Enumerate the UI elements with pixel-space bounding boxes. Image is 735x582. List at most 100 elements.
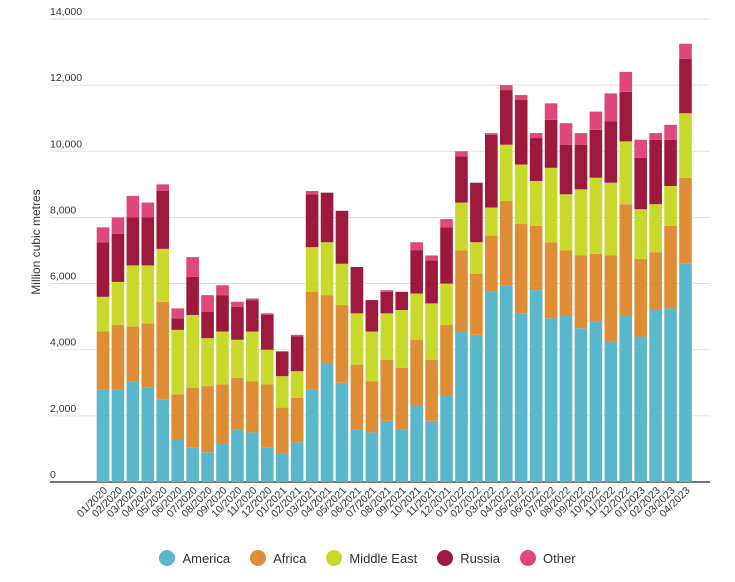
bar-segment-africa: [425, 359, 438, 421]
bar-segment-middle-east: [485, 207, 498, 236]
bar-segment-other: [260, 313, 274, 315]
bar-segment-other: [216, 285, 229, 296]
bar-segment-russia: [231, 306, 244, 340]
legend-label: Africa: [273, 550, 307, 566]
bar-segment-africa: [604, 255, 618, 342]
y-tick-label: 10,000: [50, 138, 82, 150]
bar-segment-other: [634, 139, 647, 158]
bar-segment-america: [186, 447, 199, 482]
bar-segment-middle-east: [589, 177, 603, 254]
bar-segment-america: [290, 442, 304, 482]
bar-segment-america: [365, 432, 379, 482]
bar-segment-russia: [425, 260, 438, 304]
bar-segment-russia: [216, 295, 229, 332]
bar-segment-america: [111, 389, 125, 482]
bar-segment-middle-east: [111, 281, 125, 325]
bar-segment-america: [231, 429, 244, 482]
bar-segment-russia: [514, 100, 528, 165]
y-axis-ticks: 0 2,000 4,000 6,000 8,000 10,000 12,000 14,000: [50, 6, 82, 481]
bar-segment-middle-east: [350, 313, 364, 365]
bar-segment-middle-east: [574, 189, 588, 256]
bar-segment-russia: [141, 217, 155, 266]
bar-segment-africa: [320, 295, 334, 363]
legend-swatch: [437, 550, 454, 566]
bar-segment-middle-east: [529, 181, 543, 226]
bar-segment-russia: [290, 336, 304, 372]
bar-segment-africa: [544, 242, 558, 319]
bar-segment-middle-east: [544, 167, 558, 243]
bar-segment-middle-east: [425, 303, 438, 360]
bar-segment-other: [246, 298, 259, 301]
legend-swatch: [159, 550, 176, 566]
bar-segment-middle-east: [141, 265, 155, 324]
bar-segment-africa: [395, 367, 409, 430]
bar-segment-america: [664, 308, 677, 483]
legend-item-africa: Africa: [250, 550, 306, 566]
bar-segment-other: [664, 124, 677, 140]
bar-segment-russia: [111, 233, 125, 282]
bar-segment-america: [559, 314, 573, 482]
bar-segment-africa: [246, 381, 259, 433]
bar-segment-russia: [604, 121, 618, 183]
bar-segment-africa: [126, 326, 140, 382]
bar-segment-middle-east: [246, 331, 259, 382]
bar-segment-other: [126, 195, 140, 218]
bar-segment-middle-east: [320, 242, 334, 296]
bar-segment-middle-east: [156, 248, 170, 302]
bar-segment-russia: [589, 129, 603, 178]
legend-item-middle-east: Middle East: [326, 550, 417, 566]
bar-segment-africa: [485, 235, 498, 292]
bar-segment-russia: [320, 192, 334, 243]
bar-segment-other: [485, 133, 498, 135]
bar-segment-other: [604, 93, 618, 122]
bar-segment-africa: [201, 386, 214, 453]
bar-segment-russia: [395, 291, 409, 311]
bar-segment-america: [216, 443, 229, 482]
bar-segment-africa: [634, 258, 647, 337]
bar-segment-middle-east: [186, 314, 199, 388]
bar-segment-russia: [305, 194, 319, 248]
bar-segment-russia: [485, 134, 498, 208]
bar-segment-africa: [470, 273, 483, 335]
bar-segment-russia: [559, 144, 573, 195]
bar-segment-america: [499, 285, 513, 482]
bar-segment-america: [350, 429, 364, 482]
legend-label: Other: [543, 550, 576, 566]
bars: [96, 43, 692, 483]
bar-segment-america: [96, 389, 110, 482]
y-tick-label: 12,000: [50, 72, 82, 84]
bar-segment-other: [96, 227, 110, 243]
bar-segment-other: [589, 111, 603, 130]
bar-segment-america: [604, 341, 618, 482]
bar-segment-africa: [275, 407, 289, 454]
bar-segment-africa: [186, 387, 199, 448]
bar-segment-america: [529, 290, 543, 482]
bar-segment-africa: [410, 339, 423, 406]
bar-segment-russia: [350, 267, 364, 314]
bar-segment-other: [231, 301, 244, 307]
bar-segment-russia: [260, 314, 274, 350]
y-tick-label: 2,000: [50, 403, 76, 415]
bar-segment-middle-east: [514, 164, 528, 225]
bar-segment-africa: [649, 252, 662, 311]
bar-segment-africa: [664, 225, 677, 309]
bar-segment-other: [290, 334, 304, 337]
bar-segment-other: [514, 95, 528, 101]
bar-segment-russia: [275, 351, 289, 377]
y-tick-label: 4,000: [50, 337, 76, 349]
y-tick-label: 8,000: [50, 204, 76, 216]
bar-segment-other: [171, 308, 184, 319]
bar-segment-middle-east: [365, 331, 379, 382]
bar-segment-middle-east: [455, 202, 468, 251]
bar-segment-other: [455, 151, 468, 157]
bar-segment-africa: [679, 177, 692, 264]
x-axis-ticks: 01/202002/202003/202004/202005/202006/20…: [75, 485, 693, 520]
bar-segment-africa: [96, 331, 110, 390]
bar-segment-america: [634, 336, 647, 482]
bar-segment-other: [380, 290, 394, 292]
bar-segment-russia: [246, 300, 259, 332]
bar-segment-other: [574, 133, 588, 145]
bar-segment-america: [574, 328, 588, 482]
bar-segment-america: [156, 399, 170, 482]
bar-segment-america: [380, 420, 394, 482]
